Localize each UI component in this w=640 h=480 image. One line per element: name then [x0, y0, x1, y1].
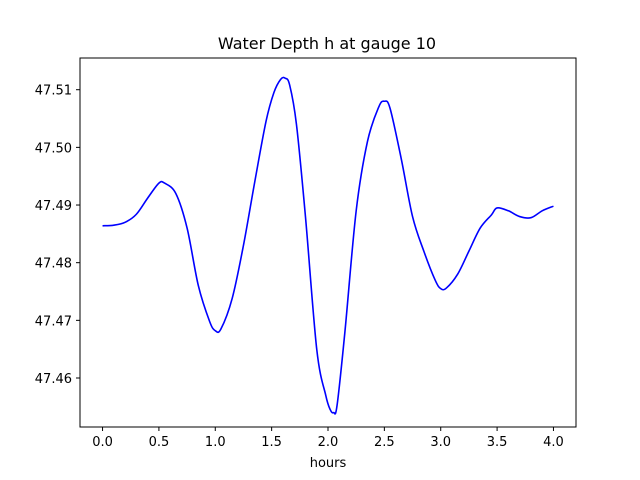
y-tick-label: 47.47	[35, 314, 72, 329]
plot-frame	[79, 57, 577, 428]
y-axis: 47.46 47.47 47.48 47.49 47.50 47.51	[35, 84, 80, 387]
x-axis: 0.0 0.5 1.0 1.5 2.0 2.5 3.0 3.5 4.0	[92, 427, 564, 450]
y-tick-label: 47.46	[35, 372, 72, 387]
y-tick-label: 47.49	[35, 199, 72, 214]
x-tick-label: 4.0	[543, 435, 564, 450]
x-tick-label: 1.5	[261, 435, 282, 450]
x-tick-label: 1.0	[205, 435, 226, 450]
x-tick-label: 2.5	[374, 435, 395, 450]
y-tick-label: 47.51	[35, 84, 72, 99]
x-tick-label: 0.0	[92, 435, 113, 450]
x-tick-label: 3.5	[487, 435, 508, 450]
chart-title: Water Depth h at gauge 10	[218, 34, 436, 53]
plot-area	[102, 76, 554, 415]
x-axis-label: hours	[310, 456, 347, 471]
series-line	[102, 76, 554, 415]
x-tick-label: 3.0	[430, 435, 451, 450]
x-tick-label: 2.0	[318, 435, 339, 450]
y-tick-label: 47.48	[35, 257, 72, 272]
x-tick-label: 0.5	[149, 435, 170, 450]
y-tick-label: 47.50	[35, 141, 72, 156]
